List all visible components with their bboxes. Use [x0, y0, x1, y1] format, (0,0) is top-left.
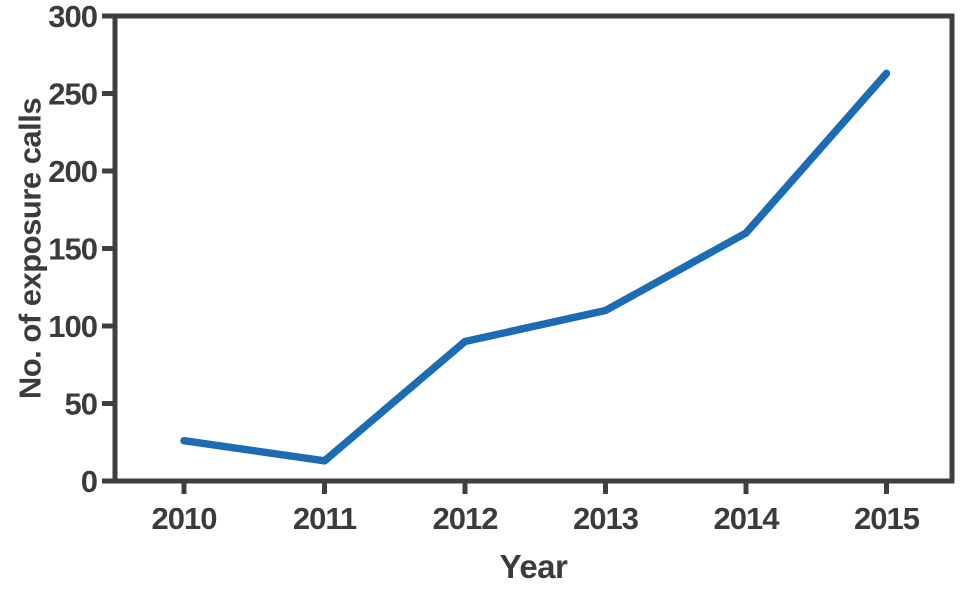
- y-axis-tick-label: 150: [48, 232, 97, 267]
- x-axis-tick-label: 2010: [152, 501, 217, 536]
- y-axis-tick-label: 200: [48, 154, 97, 189]
- y-axis-tick-label: 250: [48, 77, 97, 112]
- data-line-exposure-calls: [180, 69, 891, 465]
- x-axis-title: Year: [499, 548, 568, 585]
- y-axis-tick-label: 50: [65, 387, 97, 422]
- x-axis-tick-label: 2015: [854, 501, 920, 536]
- y-axis-tick-label: 300: [48, 0, 97, 34]
- y-axis-tick-label: 100: [48, 309, 97, 344]
- x-axis-tick-label: 2012: [433, 501, 498, 536]
- plot-frame: [112, 13, 955, 484]
- x-axis-tick-label: 2014: [714, 501, 781, 536]
- y-axis-tick-label: 0: [81, 464, 97, 499]
- x-axis-tick-label: 2011: [293, 501, 357, 536]
- x-axis-tick-label: 2013: [573, 501, 639, 536]
- y-axis-title: No. of exposure calls: [12, 97, 48, 400]
